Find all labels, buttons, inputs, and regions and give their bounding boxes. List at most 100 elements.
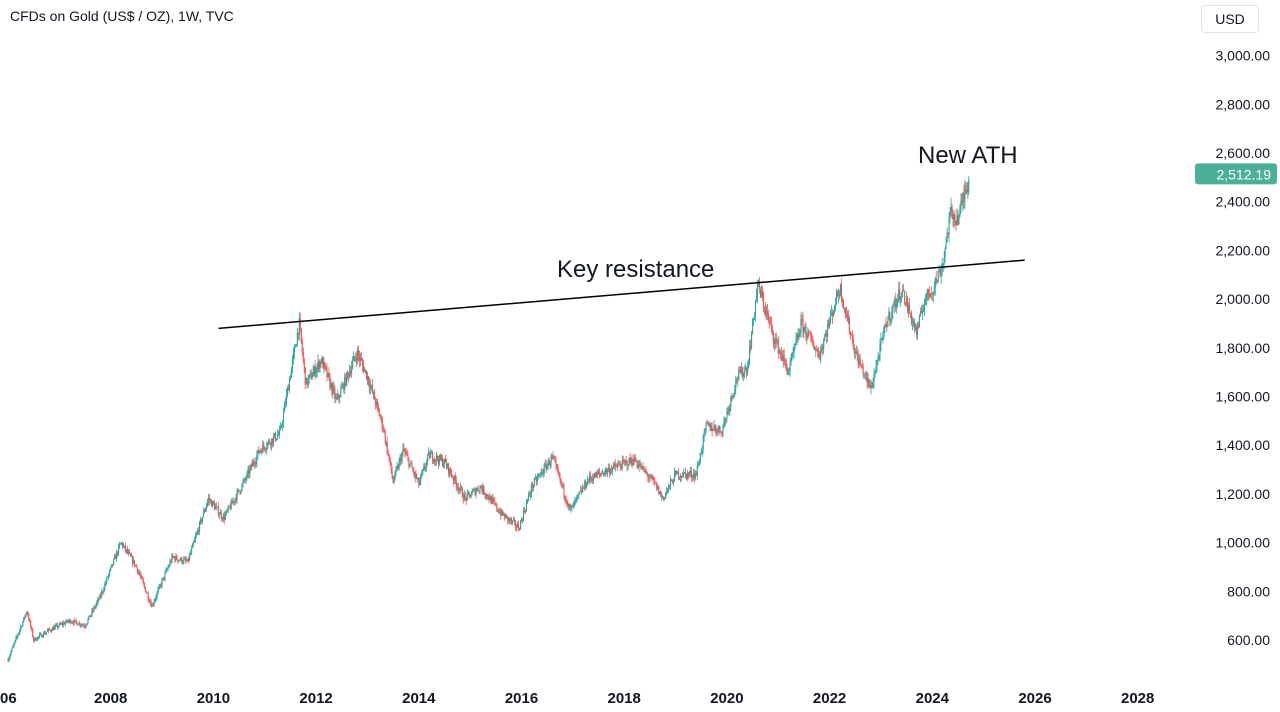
- candle-body: [956, 215, 958, 226]
- candle-body: [602, 472, 605, 476]
- candle-body: [447, 463, 449, 474]
- candle-body: [692, 473, 694, 478]
- candle-body: [280, 426, 283, 428]
- candle-body: [456, 486, 458, 488]
- candle-body: [767, 314, 769, 320]
- candle-body: [786, 366, 788, 374]
- candle-body: [352, 360, 354, 368]
- candle-body: [618, 463, 620, 465]
- candle-body: [17, 634, 19, 637]
- candle-body: [959, 205, 961, 217]
- candle-body: [525, 502, 527, 511]
- x-tick-label: 2022: [813, 690, 846, 707]
- candle-body: [248, 469, 250, 475]
- candle-body: [190, 552, 192, 555]
- candle-body: [170, 561, 172, 563]
- candle-body: [445, 462, 447, 468]
- candle-body: [391, 470, 393, 477]
- candle-body: [106, 577, 108, 583]
- candle-body: [349, 371, 351, 377]
- candle-body: [797, 334, 799, 338]
- candle-body: [663, 496, 665, 499]
- candle-body: [64, 622, 66, 625]
- candle-body: [433, 460, 435, 462]
- candle-body: [465, 497, 467, 501]
- candle-body: [124, 545, 127, 551]
- candle-body: [872, 382, 874, 387]
- x-tick-label: 2012: [299, 690, 332, 707]
- candle-body: [487, 494, 489, 498]
- candle-body: [849, 331, 851, 334]
- candle-body: [838, 294, 841, 295]
- candle-body: [595, 473, 597, 478]
- candle-body: [194, 539, 196, 543]
- candle-body: [399, 457, 401, 462]
- candle-body: [545, 464, 547, 470]
- candle-body: [884, 324, 886, 327]
- candle-body: [287, 387, 289, 391]
- candle-body: [760, 291, 763, 297]
- candle-body: [45, 631, 48, 634]
- candle-body: [570, 507, 572, 509]
- candle-body: [322, 358, 324, 369]
- candle-body: [749, 346, 751, 364]
- candle-body: [582, 487, 584, 493]
- x-tick-label: 2028: [1121, 690, 1154, 707]
- candle-body: [116, 551, 118, 559]
- candle-body: [506, 514, 508, 517]
- candle-body: [105, 582, 107, 585]
- candle-body: [804, 326, 806, 328]
- candle-body: [752, 319, 754, 334]
- y-tick-label: 2,800.00: [1216, 96, 1271, 112]
- candle-body: [821, 347, 823, 351]
- candle-body: [253, 462, 255, 464]
- candle-body: [466, 493, 468, 501]
- candle-body: [713, 425, 715, 431]
- currency-button[interactable]: USD: [1201, 5, 1259, 33]
- candle-body: [674, 472, 676, 482]
- candle-body: [550, 456, 552, 464]
- candle-body: [334, 389, 336, 399]
- candle-body: [919, 311, 921, 317]
- candle-body: [66, 620, 68, 622]
- candle-body: [165, 570, 167, 573]
- candle-body: [426, 460, 428, 467]
- candle-body: [968, 179, 970, 186]
- candle-body: [340, 389, 342, 397]
- candle-body: [633, 456, 635, 465]
- candle-body: [464, 494, 466, 498]
- candle-body: [965, 189, 967, 191]
- candle-body: [722, 426, 724, 435]
- candle-body: [384, 431, 386, 443]
- candle-body: [462, 496, 464, 500]
- trendline-key-resistance[interactable]: [218, 259, 1025, 330]
- candle-body: [632, 463, 634, 465]
- candle-body: [563, 485, 565, 496]
- candle-body: [204, 508, 207, 512]
- candle-body: [225, 510, 227, 515]
- candle-body: [891, 312, 893, 319]
- candle-body: [272, 438, 274, 444]
- candle-body: [441, 458, 444, 466]
- candle-body: [318, 361, 320, 369]
- candle-body: [90, 614, 92, 617]
- candle-body: [863, 374, 865, 376]
- candle-body: [412, 468, 414, 471]
- candle-body: [686, 472, 688, 479]
- candle-body: [354, 356, 356, 359]
- x-tick-label: 2010: [197, 690, 230, 707]
- candle-body: [161, 579, 163, 586]
- candle-body: [383, 430, 385, 432]
- candle-body: [734, 388, 736, 394]
- candle-body: [628, 458, 630, 466]
- candle-body: [527, 494, 529, 500]
- candle-body: [436, 455, 438, 461]
- candle-body: [104, 584, 106, 590]
- candle-body: [214, 506, 216, 510]
- candle-body: [448, 468, 450, 474]
- candle-body: [520, 519, 523, 522]
- candle-body: [275, 433, 277, 441]
- candle-body: [555, 461, 557, 465]
- candle-body: [168, 565, 170, 568]
